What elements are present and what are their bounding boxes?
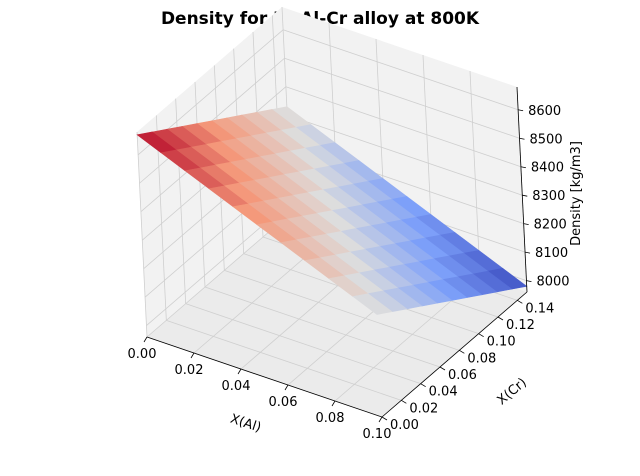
z-tick bbox=[518, 109, 524, 112]
y-axis-line bbox=[381, 291, 528, 418]
x-tick bbox=[190, 352, 195, 359]
grid-line bbox=[282, 29, 519, 111]
x-tick bbox=[378, 416, 383, 423]
grid-line bbox=[194, 81, 206, 288]
x-tick-label: 0.08 bbox=[316, 411, 345, 426]
density-surface bbox=[136, 106, 528, 315]
grid-line bbox=[285, 86, 522, 168]
x-tick-label: 0.00 bbox=[128, 347, 157, 362]
y-tick bbox=[517, 299, 523, 304]
x-axis-label: X(Al) bbox=[228, 412, 263, 436]
y-tick bbox=[420, 383, 426, 388]
y-tick-label: 0.10 bbox=[487, 335, 516, 350]
grid-line bbox=[224, 269, 460, 351]
y-tick-label: 0.04 bbox=[429, 385, 458, 400]
z-tick bbox=[524, 251, 531, 254]
surface-patch bbox=[352, 293, 393, 315]
z-tick-label: 8200 bbox=[534, 218, 567, 233]
y-tick bbox=[381, 416, 388, 421]
x-axis-line bbox=[146, 336, 383, 418]
grid-line bbox=[469, 70, 481, 277]
grid-line bbox=[136, 131, 148, 338]
y-tick bbox=[478, 333, 484, 338]
y-tick bbox=[459, 349, 465, 354]
y-tick-label: 0.14 bbox=[525, 301, 554, 316]
z-axis-label: Density [kg/m3] bbox=[569, 141, 584, 246]
y-tick-label: 0.06 bbox=[448, 368, 477, 383]
y-axis-label: X(Cr) bbox=[495, 375, 530, 408]
x-tick-label: 0.02 bbox=[175, 363, 204, 378]
axes-3d: 0.000.020.040.060.080.100.000.020.040.06… bbox=[128, 86, 570, 442]
y-tick bbox=[497, 316, 504, 321]
x-tick bbox=[143, 336, 148, 343]
z-tick bbox=[520, 166, 526, 169]
z-tick-label: 8500 bbox=[530, 132, 563, 147]
z-tick-label: 8300 bbox=[532, 189, 565, 204]
z-tick bbox=[522, 194, 528, 197]
y-tick-label: 0.02 bbox=[409, 401, 438, 416]
grid-line bbox=[287, 114, 523, 196]
y-tick bbox=[439, 366, 446, 371]
grid-line bbox=[284, 57, 520, 139]
grid-line bbox=[204, 286, 441, 368]
y-tick-label: 0.12 bbox=[506, 318, 535, 333]
x-tick-label: 0.06 bbox=[269, 395, 298, 410]
x-tick bbox=[284, 384, 289, 391]
z-tick-label: 8100 bbox=[535, 246, 568, 261]
z-tick bbox=[519, 137, 525, 140]
z-tick-label: 8400 bbox=[531, 161, 564, 176]
z-tick-label: 8600 bbox=[528, 104, 561, 119]
x-tick bbox=[237, 368, 242, 375]
grid-line bbox=[185, 303, 421, 385]
x-tick-label: 0.10 bbox=[363, 427, 392, 442]
grid-line bbox=[166, 319, 402, 401]
chart-title: Density for Ni-Al-Cr alloy at 800K bbox=[161, 9, 480, 29]
z-tick-label: 8000 bbox=[536, 275, 569, 290]
y-tick-label: 0.08 bbox=[467, 351, 496, 366]
x-tick bbox=[331, 400, 336, 407]
y-tick-label: 0.00 bbox=[390, 418, 419, 433]
z-tick bbox=[523, 223, 529, 226]
x-tick-label: 0.04 bbox=[222, 379, 251, 394]
y-tick bbox=[401, 399, 407, 404]
z-axis-line bbox=[516, 86, 528, 293]
z-tick bbox=[526, 280, 532, 283]
